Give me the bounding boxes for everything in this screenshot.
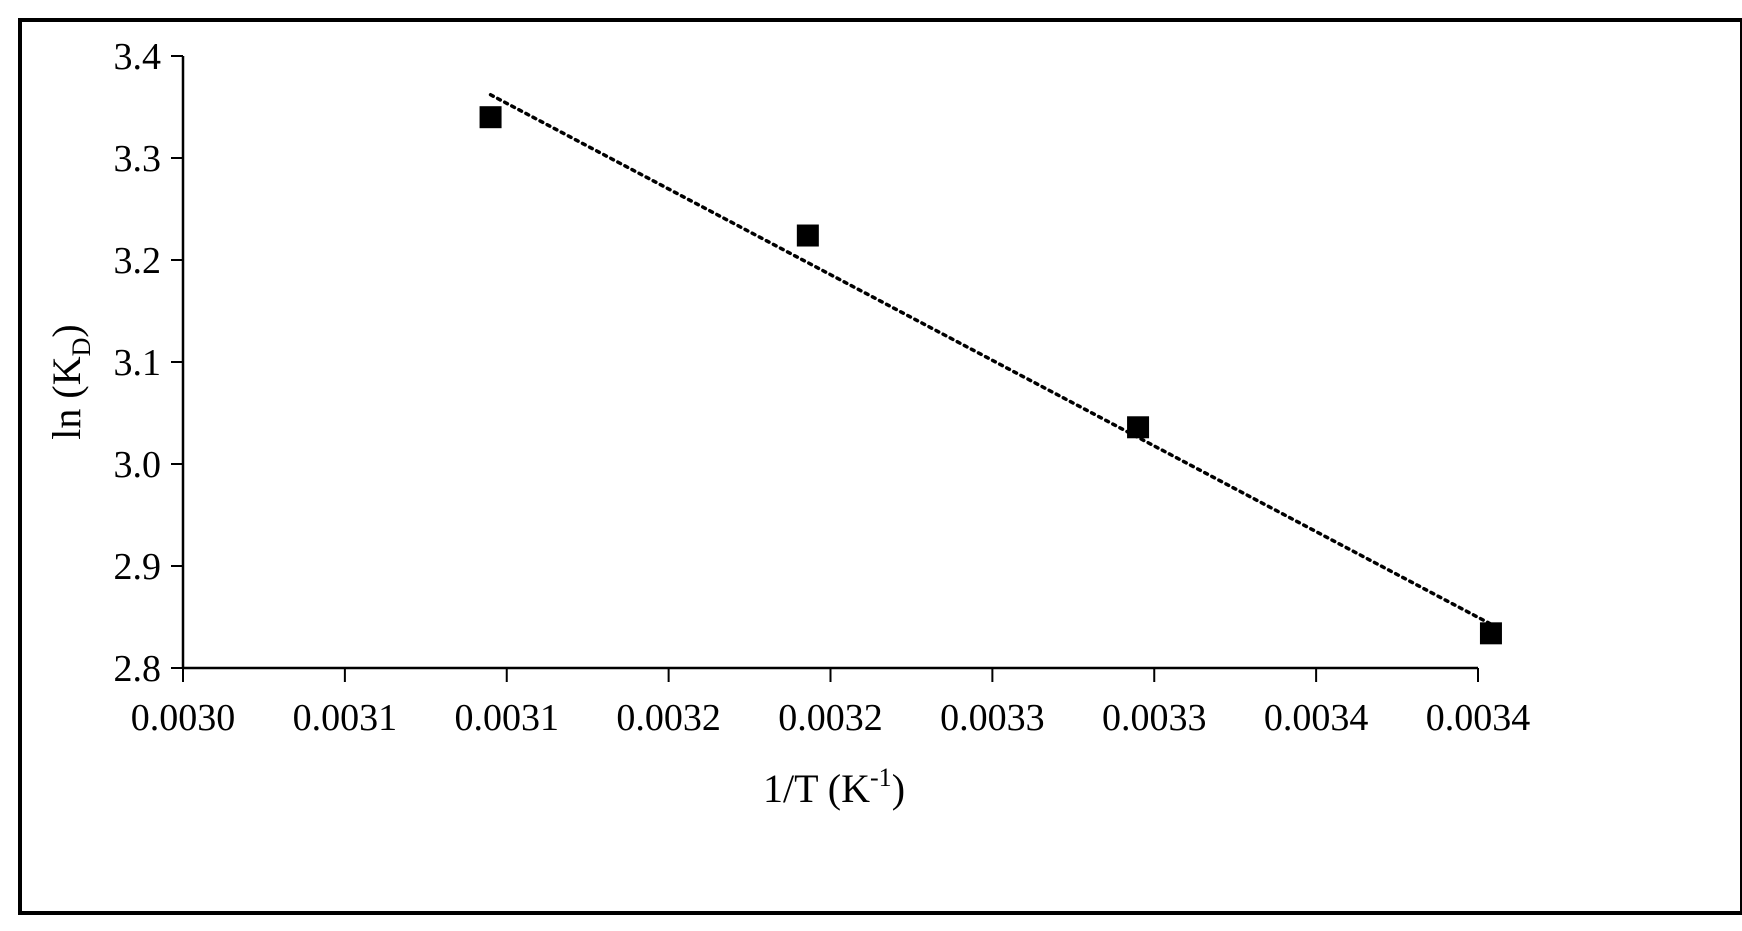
y-tick-label: 3.4 xyxy=(114,36,162,78)
y-tick-label: 2.8 xyxy=(114,648,162,690)
x-tick-label: 0.0034 xyxy=(1264,697,1369,739)
x-tick-label: 0.0034 xyxy=(1426,697,1531,739)
y-tick-label: 3.0 xyxy=(114,444,162,486)
data-point xyxy=(796,224,819,247)
y-tick-label: 3.3 xyxy=(114,138,162,180)
chart-frame: 0.0030 0.0031 0.0031 0.0032 0.0032 0.0033 0.00… xyxy=(18,18,1742,915)
x-tick-label: 0.0031 xyxy=(455,697,560,739)
x-tick-label: 0.0033 xyxy=(940,697,1045,739)
x-axis-title: 1/T (K-1) xyxy=(763,763,905,811)
x-tick-label: 0.0030 xyxy=(131,697,236,739)
scatter-chart: 0.0030 0.0031 0.0031 0.0032 0.0032 0.0033 0.00… xyxy=(44,36,1531,811)
y-tick-label: 2.9 xyxy=(114,546,162,588)
trendline-group xyxy=(488,93,1493,626)
data-point xyxy=(479,106,502,129)
x-axis-ticks: 0.0030 0.0031 0.0031 0.0032 0.0032 0.0033 0.00… xyxy=(131,668,1531,739)
y-tick-label: 3.1 xyxy=(114,342,162,384)
x-tick-label: 0.0033 xyxy=(1102,697,1207,739)
y-axis-ticks: 2.8 2.9 3.0 3.1 3.2 3.3 3.4 xyxy=(114,36,183,690)
trendline xyxy=(488,93,1493,626)
data-points xyxy=(479,106,1502,645)
x-tick-label: 0.0032 xyxy=(616,697,721,739)
data-point xyxy=(1127,416,1150,439)
y-axis-title: ln (KD) xyxy=(44,324,96,439)
data-point xyxy=(1479,622,1502,645)
x-tick-label: 0.0031 xyxy=(293,697,398,739)
y-tick-label: 3.2 xyxy=(114,240,162,282)
axes xyxy=(181,56,1478,670)
x-tick-label: 0.0032 xyxy=(778,697,883,739)
